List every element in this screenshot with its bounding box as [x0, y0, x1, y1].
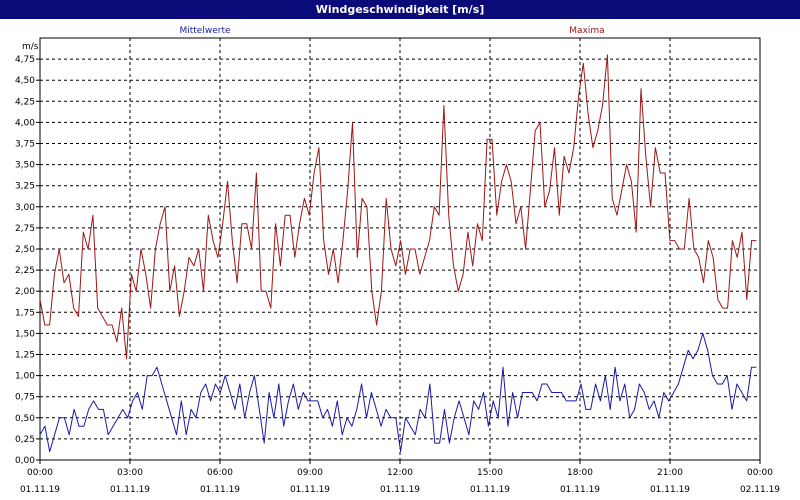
x-tick-date: 01.11.19	[200, 485, 240, 495]
wind-speed-chart: 0,00 0,25 0,50 0,75 1,00 1,25 1,50 1,75 2,00 2,25…	[15, 26, 780, 495]
y-tick-label: 4,75	[15, 55, 35, 65]
x-tick-time: 03:00	[117, 468, 143, 478]
grid	[40, 38, 760, 460]
x-tick-time: 15:00	[477, 468, 503, 478]
y-tick-label: 0,50	[15, 414, 35, 424]
x-tick-time: 06:00	[207, 468, 233, 478]
y-tick-label: 1,00	[15, 372, 35, 382]
window-title: Windgeschwindigkeit [m/s]	[0, 0, 800, 19]
y-tick-label: 1,75	[15, 308, 35, 318]
y-tick-label: 1,50	[15, 329, 35, 339]
x-tick-date: 01.11.19	[560, 485, 600, 495]
y-tick-label: 0,75	[15, 393, 35, 403]
y-tick-label: 4,25	[15, 97, 35, 107]
x-tick-date: 01.11.19	[470, 485, 510, 495]
x-tick-date: 01.11.19	[20, 485, 60, 495]
x-tick-date: 01.11.19	[290, 485, 330, 495]
y-tick-label: 3,25	[15, 182, 35, 192]
y-tick-label: 3,50	[15, 161, 35, 171]
x-tick-date: 01.11.19	[110, 485, 150, 495]
x-tick-time: 18:00	[567, 468, 593, 478]
x-tick-date: 01.11.19	[650, 485, 690, 495]
legend-maxima: Maxima	[569, 26, 604, 36]
x-tick-time: 09:00	[297, 468, 323, 478]
y-tick-label: 4,50	[15, 76, 35, 86]
y-tick-label: 1,25	[15, 351, 35, 361]
y-tick-label: 2,00	[15, 287, 35, 297]
x-axis: 00:00 01.11.19 03:00 01.11.19 06:00 01.11.19 0…	[20, 460, 780, 495]
y-tick-label: 3,00	[15, 203, 35, 213]
y-tick-label: 2,25	[15, 266, 35, 276]
y-tick-label: 0,25	[15, 435, 35, 445]
series-line-mittelwerte	[39, 332, 757, 453]
x-tick-date: 01.11.19	[380, 485, 420, 495]
legend-mittelwerte: Mittelwerte	[179, 26, 230, 36]
y-tick-label: 2,50	[15, 245, 35, 255]
y-tick-label: 0,00	[15, 456, 35, 466]
x-tick-date: 02.11.19	[740, 485, 780, 495]
y-axis-label: m/s	[22, 42, 39, 52]
y-tick-label: 4,00	[15, 118, 35, 128]
series	[39, 54, 757, 453]
y-tick-label: 2,75	[15, 224, 35, 234]
y-axis: 0,00 0,25 0,50 0,75 1,00 1,25 1,50 1,75 2,00 2,25…	[15, 55, 40, 466]
x-tick-time: 00:00	[27, 468, 53, 478]
y-tick-label: 3,75	[15, 140, 35, 150]
x-tick-time: 12:00	[387, 468, 413, 478]
x-tick-time: 21:00	[657, 468, 683, 478]
series-line-maxima	[39, 54, 757, 360]
x-tick-time: 00:00	[747, 468, 773, 478]
